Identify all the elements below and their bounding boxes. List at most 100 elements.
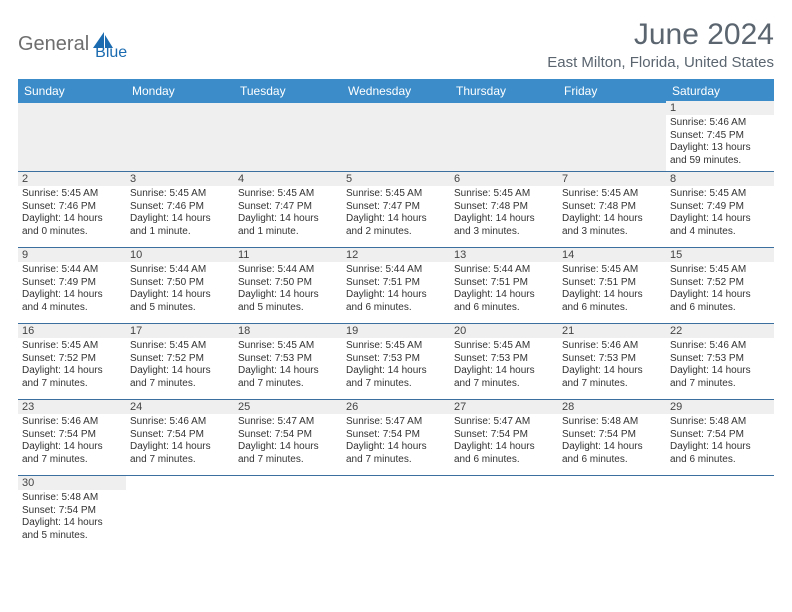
day-number: 29 [666, 400, 774, 414]
sunrise: Sunrise: 5:45 AM [346, 340, 446, 353]
sunrise: Sunrise: 5:46 AM [670, 340, 770, 353]
day-number: 6 [450, 172, 558, 186]
daylight: Daylight: 14 hours and 0 minutes. [22, 213, 122, 238]
sunset: Sunset: 7:45 PM [670, 130, 770, 143]
weekday-header-row: Sunday Monday Tuesday Wednesday Thursday… [18, 79, 774, 103]
sunset: Sunset: 7:46 PM [130, 201, 230, 214]
day-cell-4: 4Sunrise: 5:45 AMSunset: 7:47 PMDaylight… [234, 172, 342, 248]
sunrise: Sunrise: 5:46 AM [670, 117, 770, 130]
day-cell-2: 2Sunrise: 5:45 AMSunset: 7:46 PMDaylight… [18, 172, 126, 248]
blank-cell [18, 103, 666, 172]
day-cell-1: 1 Sunrise: 5:46 AM Sunset: 7:45 PM Dayli… [666, 103, 774, 172]
daylight: Daylight: 14 hours and 7 minutes. [130, 365, 230, 390]
daylight: Daylight: 14 hours and 7 minutes. [346, 441, 446, 466]
week-row: 30Sunrise: 5:48 AMSunset: 7:54 PMDayligh… [18, 476, 774, 552]
day-number: 28 [558, 400, 666, 414]
sunset: Sunset: 7:53 PM [238, 353, 338, 366]
sunset: Sunset: 7:54 PM [562, 429, 662, 442]
calendar-table: Sunday Monday Tuesday Wednesday Thursday… [18, 79, 774, 552]
day-number: 21 [558, 324, 666, 338]
blank-row: 1 Sunrise: 5:46 AM Sunset: 7:45 PM Dayli… [18, 103, 774, 172]
day-cell-7: 7Sunrise: 5:45 AMSunset: 7:48 PMDaylight… [558, 172, 666, 248]
day-number: 30 [18, 476, 126, 490]
day-number: 15 [666, 248, 774, 262]
sunrise: Sunrise: 5:44 AM [238, 264, 338, 277]
daylight: Daylight: 14 hours and 7 minutes. [454, 365, 554, 390]
empty-cell [234, 476, 342, 552]
day-cell-18: 18Sunrise: 5:45 AMSunset: 7:53 PMDayligh… [234, 324, 342, 400]
day-number: 14 [558, 248, 666, 262]
day-number: 24 [126, 400, 234, 414]
daylight: Daylight: 14 hours and 6 minutes. [562, 289, 662, 314]
sunset: Sunset: 7:47 PM [346, 201, 446, 214]
daylight: Daylight: 14 hours and 7 minutes. [670, 365, 770, 390]
daylight: Daylight: 14 hours and 6 minutes. [562, 441, 662, 466]
empty-cell [126, 476, 234, 552]
week-row: 16Sunrise: 5:45 AMSunset: 7:52 PMDayligh… [18, 324, 774, 400]
sunrise: Sunrise: 5:47 AM [238, 416, 338, 429]
sunset: Sunset: 7:54 PM [238, 429, 338, 442]
sunrise: Sunrise: 5:45 AM [238, 188, 338, 201]
day-cell-5: 5Sunrise: 5:45 AMSunset: 7:47 PMDaylight… [342, 172, 450, 248]
sunset: Sunset: 7:54 PM [454, 429, 554, 442]
sunset: Sunset: 7:47 PM [238, 201, 338, 214]
day-cell-13: 13Sunrise: 5:44 AMSunset: 7:51 PMDayligh… [450, 248, 558, 324]
sunrise: Sunrise: 5:46 AM [130, 416, 230, 429]
daylight: Daylight: 14 hours and 7 minutes. [238, 365, 338, 390]
daylight: Daylight: 14 hours and 5 minutes. [22, 517, 122, 542]
empty-cell [666, 476, 774, 552]
sunset: Sunset: 7:54 PM [130, 429, 230, 442]
day-cell-3: 3 Sunrise: 5:45 AMSunset: 7:46 PMDaylight… [126, 172, 234, 248]
sunset: Sunset: 7:48 PM [562, 201, 662, 214]
weekday-wednesday: Wednesday [342, 79, 450, 103]
day-number: 3 [126, 172, 234, 186]
day-cell-14: 14Sunrise: 5:45 AMSunset: 7:51 PMDayligh… [558, 248, 666, 324]
day-cell-9: 9Sunrise: 5:44 AMSunset: 7:49 PMDaylight… [18, 248, 126, 324]
header: General Blue June 2024 East Milton, Flor… [18, 18, 774, 71]
daylight: Daylight: 14 hours and 6 minutes. [454, 289, 554, 314]
day-cell-17: 17Sunrise: 5:45 AMSunset: 7:52 PMDayligh… [126, 324, 234, 400]
week-row: 23Sunrise: 5:46 AMSunset: 7:54 PMDayligh… [18, 400, 774, 476]
day-number: 11 [234, 248, 342, 262]
sunset: Sunset: 7:54 PM [346, 429, 446, 442]
sunrise: Sunrise: 5:47 AM [454, 416, 554, 429]
daylight: Daylight: 13 hours and 59 minutes. [670, 142, 770, 167]
sunset: Sunset: 7:49 PM [670, 201, 770, 214]
sunrise: Sunrise: 5:45 AM [130, 188, 230, 201]
day-number: 26 [342, 400, 450, 414]
week-row: 2Sunrise: 5:45 AMSunset: 7:46 PMDaylight… [18, 172, 774, 248]
logo: General Blue [18, 26, 127, 62]
daylight: Daylight: 14 hours and 7 minutes. [562, 365, 662, 390]
sunset: Sunset: 7:52 PM [22, 353, 122, 366]
day-cell-29: 29Sunrise: 5:48 AMSunset: 7:54 PMDayligh… [666, 400, 774, 476]
sunset: Sunset: 7:49 PM [22, 277, 122, 290]
sunset: Sunset: 7:51 PM [346, 277, 446, 290]
month-title: June 2024 [547, 18, 774, 52]
day-number: 7 [558, 172, 666, 186]
day-number: 22 [666, 324, 774, 338]
day-cell-21: 21 Sunrise: 5:46 AMSunset: 7:53 PMDayligh… [558, 324, 666, 400]
weekday-sunday: Sunday [18, 79, 126, 103]
sunrise: Sunrise: 5:45 AM [238, 340, 338, 353]
day-cell-27: 27Sunrise: 5:47 AMSunset: 7:54 PMDayligh… [450, 400, 558, 476]
sunrise: Sunrise: 5:48 AM [22, 492, 122, 505]
day-cell-24: 24Sunrise: 5:46 AMSunset: 7:54 PMDayligh… [126, 400, 234, 476]
sunrise: Sunrise: 5:48 AM [670, 416, 770, 429]
daylight: Daylight: 14 hours and 1 minute. [130, 213, 230, 238]
day-number: 1 [666, 101, 774, 115]
sunrise: Sunrise: 5:45 AM [562, 188, 662, 201]
sunset: Sunset: 7:53 PM [562, 353, 662, 366]
sunset: Sunset: 7:53 PM [670, 353, 770, 366]
daylight: Daylight: 14 hours and 6 minutes. [346, 289, 446, 314]
empty-cell [450, 476, 558, 552]
day-cell-11: 11Sunrise: 5:44 AMSunset: 7:50 PMDayligh… [234, 248, 342, 324]
daylight: Daylight: 14 hours and 6 minutes. [454, 441, 554, 466]
logo-text-blue: Blue [95, 44, 127, 62]
day-cell-28: 28Sunrise: 5:48 AMSunset: 7:54 PMDayligh… [558, 400, 666, 476]
sunrise: Sunrise: 5:46 AM [562, 340, 662, 353]
day-number: 10 [126, 248, 234, 262]
day-cell-20: 20Sunrise: 5:45 AMSunset: 7:53 PMDayligh… [450, 324, 558, 400]
day-cell-16: 16Sunrise: 5:45 AMSunset: 7:52 PMDayligh… [18, 324, 126, 400]
sunset: Sunset: 7:48 PM [454, 201, 554, 214]
day-number: 20 [450, 324, 558, 338]
